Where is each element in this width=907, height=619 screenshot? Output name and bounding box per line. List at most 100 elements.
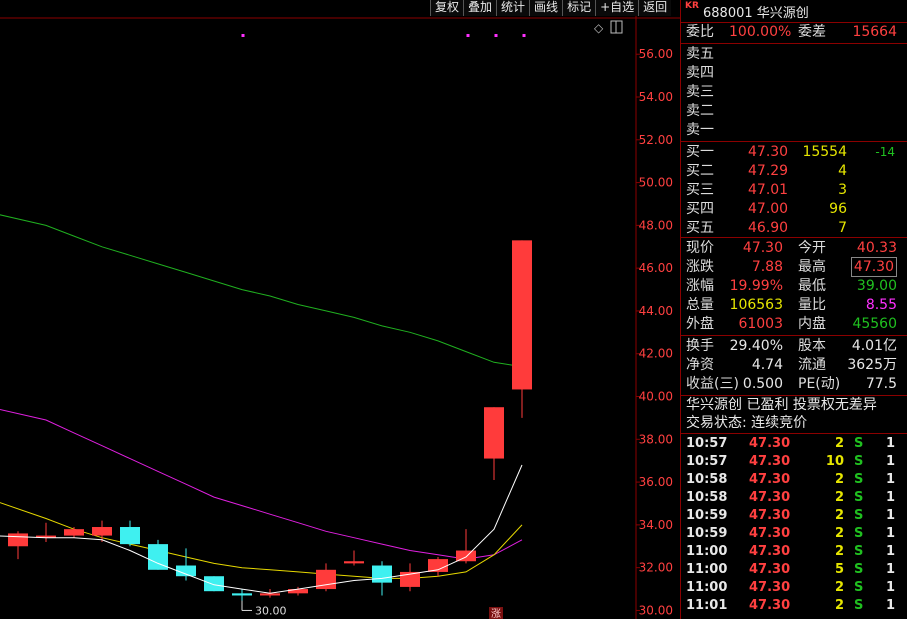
tick-count: 1 [885, 508, 895, 523]
tick-price: 47.30 [749, 454, 791, 469]
tick-time: 10:58 [686, 472, 728, 487]
y-tick-label: 54.00 [639, 90, 673, 104]
candle-body [8, 533, 28, 547]
tick-time: 10:59 [686, 526, 728, 541]
weidiff-label: 委差 [798, 24, 826, 40]
buy-level-price: 47.30 [748, 144, 789, 160]
y-tick-label: 32.00 [639, 561, 673, 575]
quote-value: 19.99% [729, 278, 783, 294]
quote-label: 总量 [686, 297, 714, 313]
stock-code-name: 688001 华兴源创 [703, 2, 809, 21]
quote-label: 涨跌 [686, 259, 714, 275]
candle-body [148, 544, 168, 570]
tick-count: 1 [885, 562, 895, 577]
tick-volume: 2 [834, 472, 844, 487]
quote-label: 外盘 [686, 316, 714, 332]
tick-price: 47.30 [749, 598, 791, 613]
buy-level-volume: 3 [838, 182, 847, 198]
fund-label: 股本 [798, 338, 826, 354]
tick-side: S [854, 508, 864, 523]
quote-label: 涨幅 [686, 278, 714, 294]
toolbar-draw-button[interactable]: 画线 [529, 0, 563, 16]
weibi-label: 委比 [686, 24, 714, 40]
buy-level-volume: 7 [838, 220, 847, 236]
fund-value: 77.5 [865, 376, 897, 392]
candle-body [400, 571, 420, 587]
candle-body [512, 240, 532, 390]
fund-label: 流通 [798, 357, 826, 373]
quote-value: 39.00 [856, 278, 897, 294]
limit-up-tag [489, 607, 503, 619]
buy-level-price: 47.01 [748, 182, 789, 198]
kline-chart[interactable]: 56.00 54.00 52.00 50.00 48.00 46.00 44.00 42.00… [0, 0, 680, 619]
quote-panel: KR 688001 华兴源创 委比 100.00% 委差 15664 卖五 卖四卖… [680, 0, 907, 619]
toolbar-back-button[interactable]: 返回 [638, 0, 672, 16]
buy-level-volume: 96 [829, 201, 847, 217]
trade-status: 交易状态: 连续竞价 [686, 415, 808, 431]
stock-name: 华兴源创 [756, 6, 809, 21]
sell-level-label: 卖一 [686, 122, 714, 138]
tick-side: S [854, 472, 864, 487]
ma-white-line [0, 464, 523, 594]
buy-level-label: 买一 [686, 144, 714, 160]
sell-level-label: 卖三 [686, 84, 714, 100]
stock-note: 华兴源创 已盈利 投票权无差异 [686, 397, 877, 413]
buy-level-label: 买三 [686, 182, 714, 198]
tick-count: 1 [885, 490, 895, 505]
buy-level-volume: 15554 [802, 144, 847, 160]
quote-value: 40.33 [856, 240, 897, 256]
buy-level-label: 买五 [686, 220, 714, 236]
tick-volume: 2 [834, 436, 844, 451]
weidiff-value: 15664 [852, 24, 897, 40]
diamond-icon[interactable]: ◇ [594, 21, 604, 35]
tick-volume: 2 [834, 598, 844, 613]
sell-level-label: 卖二 [686, 103, 714, 119]
candle-body [176, 565, 196, 577]
buy-level-label: 买四 [686, 201, 714, 217]
toolbar-fuquan-button[interactable]: 复权 [430, 0, 464, 16]
y-tick-label: 52.00 [639, 133, 673, 147]
tick-price: 47.30 [749, 508, 791, 523]
toolbar-overlay-button[interactable]: 叠加 [463, 0, 497, 16]
fund-value: 0.500 [742, 376, 783, 392]
candle-body [204, 576, 224, 592]
ma-green-line [0, 214, 523, 368]
fund-label: 换手 [686, 338, 714, 354]
toolbar-mark-button[interactable]: 标记 [562, 0, 596, 16]
y-tick-label: 34.00 [639, 518, 673, 532]
buy-level-price: 46.90 [748, 220, 789, 236]
candle-body [120, 527, 140, 545]
tick-volume: 5 [834, 562, 844, 577]
tick-side: S [854, 580, 864, 595]
y-tick-label: 50.00 [639, 176, 673, 190]
ma-magenta-line [0, 408, 523, 560]
tick-volume: 2 [834, 526, 844, 541]
tick-price: 47.30 [749, 544, 791, 559]
toolbar-add-watchlist-button[interactable]: +自选 [595, 0, 639, 16]
tick-price: 47.30 [749, 562, 791, 577]
tick-price: 47.30 [749, 526, 791, 541]
sell-level-label: 卖四 [686, 65, 714, 81]
y-tick-label: 38.00 [639, 432, 673, 446]
y-tick-label: 40.00 [639, 390, 673, 404]
y-tick-label: 48.00 [639, 218, 673, 232]
tick-side: S [854, 598, 864, 613]
candle-body [288, 589, 308, 594]
stock-tag: KR [685, 1, 699, 11]
tick-time: 10:57 [686, 454, 728, 469]
signal-marker [522, 34, 526, 37]
quote-label: 最高 [798, 259, 826, 275]
toolbar-stats-button[interactable]: 统计 [496, 0, 530, 16]
sell-level-label: 卖五 [686, 46, 714, 62]
stock-code: 688001 [703, 6, 753, 21]
y-tick-label: 36.00 [639, 475, 673, 489]
stock-header: KR 688001 华兴源创 [681, 0, 907, 23]
signal-marker [241, 34, 245, 37]
tick-price: 47.30 [749, 436, 791, 451]
tick-volume: 2 [834, 580, 844, 595]
buy-level-price: 47.29 [748, 163, 789, 179]
tick-count: 1 [885, 436, 895, 451]
quote-label: 最低 [798, 278, 826, 294]
fund-label: PE(动) [798, 376, 841, 392]
fund-value: 3625万 [847, 357, 897, 373]
